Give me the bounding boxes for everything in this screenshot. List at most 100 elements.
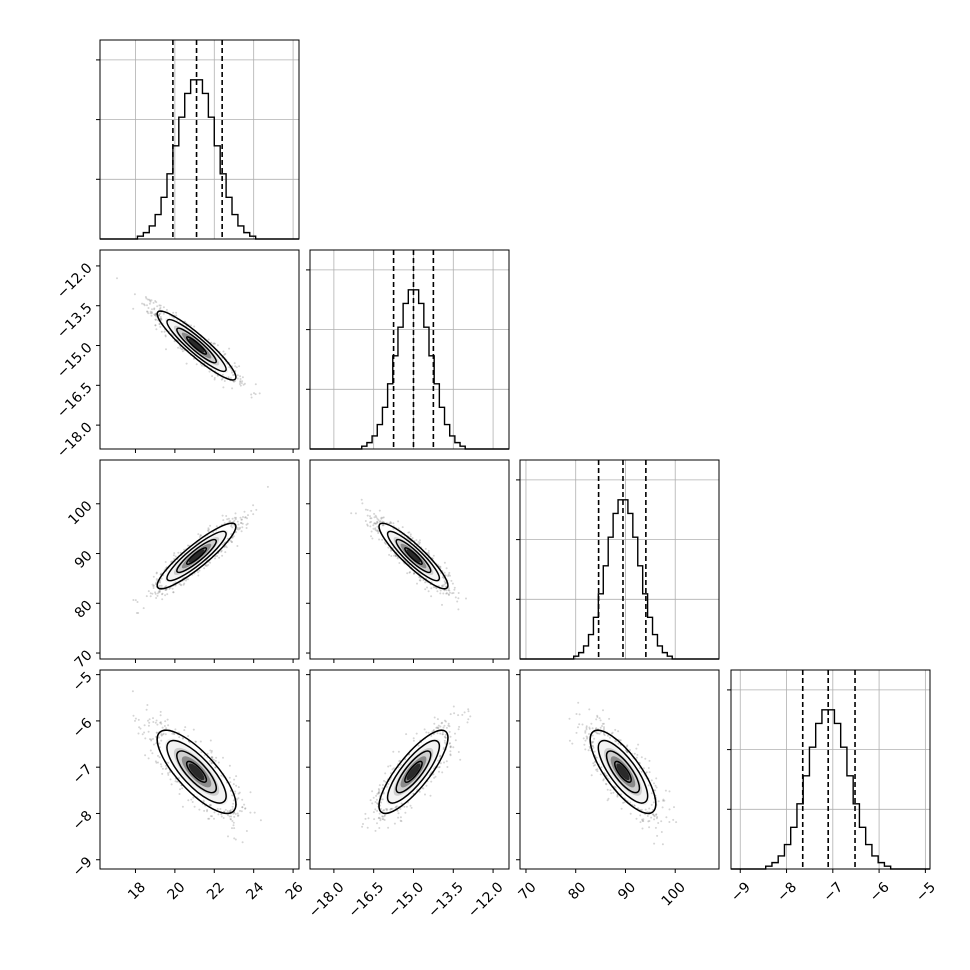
sample-point (372, 811, 375, 814)
y-tick-label-3-4: −5 (70, 669, 96, 695)
sample-point (243, 382, 246, 385)
sample-point (198, 569, 201, 572)
contour-line-0 (404, 760, 423, 783)
sample-point (177, 346, 180, 349)
sample-point (211, 756, 214, 759)
sample-point (228, 810, 231, 813)
sample-point (162, 732, 165, 735)
sample-point (154, 760, 157, 763)
sample-point (158, 584, 161, 587)
sample-point (615, 740, 618, 743)
sample-point (623, 801, 626, 804)
sample-point (439, 754, 442, 757)
sample-point (645, 771, 648, 774)
contour-line-3 (589, 729, 657, 815)
sample-point (155, 761, 158, 764)
x-tick-label-1-4: −12.0 (465, 879, 507, 921)
sample-point (377, 532, 380, 534)
sample-point (575, 713, 578, 715)
sample-point (648, 826, 651, 829)
y-tick-label-2-2: 90 (72, 548, 96, 572)
x-tick-label-3-4: −5 (913, 879, 939, 905)
sample-point (239, 381, 242, 384)
sample-point (210, 751, 213, 754)
sample-point (244, 807, 247, 810)
sample-point (149, 300, 152, 303)
sample-point (397, 816, 400, 819)
sample-point (164, 335, 167, 338)
sample-point (396, 805, 398, 808)
sample-point (178, 736, 181, 739)
sample-point (229, 818, 232, 820)
sample-point (148, 721, 151, 724)
sample-point (165, 767, 168, 770)
sample-point (216, 555, 219, 557)
sample-point (173, 340, 176, 343)
sample-point (148, 298, 151, 301)
sample-point (588, 733, 590, 735)
sample-point (149, 299, 152, 302)
sample-point (166, 593, 169, 596)
sample-point (381, 815, 384, 818)
sample-point (223, 810, 226, 813)
sample-point (244, 807, 247, 810)
sample-point (378, 784, 381, 787)
sample-point (458, 725, 461, 728)
sample-point (222, 817, 225, 819)
sample-point (381, 516, 384, 519)
sample-point (655, 813, 658, 816)
sample-point (430, 587, 433, 590)
sample-point (419, 579, 422, 582)
sample-point (156, 594, 159, 597)
sample-point (377, 817, 380, 820)
sample-point (448, 730, 451, 733)
sample-point (372, 796, 375, 799)
sample-point (443, 735, 446, 738)
sample-point (407, 531, 410, 534)
sample-point (641, 818, 644, 821)
sample-point (154, 324, 157, 327)
sample-point (245, 527, 248, 529)
sample-point (240, 518, 243, 521)
sample-point (424, 793, 426, 796)
sample-point (203, 809, 206, 812)
sample-point (635, 747, 638, 750)
sample-point (655, 777, 658, 780)
sample-point (143, 731, 146, 734)
sample-point (463, 711, 466, 714)
sample-point (226, 537, 229, 540)
sample-point (445, 589, 448, 592)
contour-line-3 (378, 729, 449, 815)
sample-point (237, 523, 240, 526)
sample-point (432, 773, 435, 776)
sample-point (165, 727, 168, 730)
sample-point (439, 755, 442, 758)
sample-point (449, 591, 451, 594)
sample-point (376, 809, 379, 812)
sample-point (174, 728, 177, 731)
sample-point (238, 527, 241, 530)
sample-point (235, 784, 238, 787)
sample-point (467, 708, 470, 711)
sample-point (596, 770, 599, 773)
sample-point (152, 584, 155, 587)
sample-point (449, 746, 452, 749)
sample-point (135, 612, 138, 614)
sample-point (362, 823, 364, 825)
sample-point (149, 749, 152, 752)
sample-point (418, 790, 421, 793)
histogram-panel-1 (306, 249, 510, 450)
sample-point (442, 731, 444, 733)
sample-point (430, 595, 433, 598)
sample-point (233, 516, 236, 519)
sample-point (241, 806, 244, 809)
sample-point (154, 312, 157, 315)
contour-line-2 (166, 530, 227, 582)
sample-point (597, 732, 600, 735)
x-tick-label-0-2: 22 (204, 879, 228, 903)
sample-point (397, 750, 400, 753)
sample-point (412, 739, 415, 742)
sample-point (653, 782, 655, 785)
sample-point (441, 603, 443, 606)
sample-point (432, 554, 435, 557)
